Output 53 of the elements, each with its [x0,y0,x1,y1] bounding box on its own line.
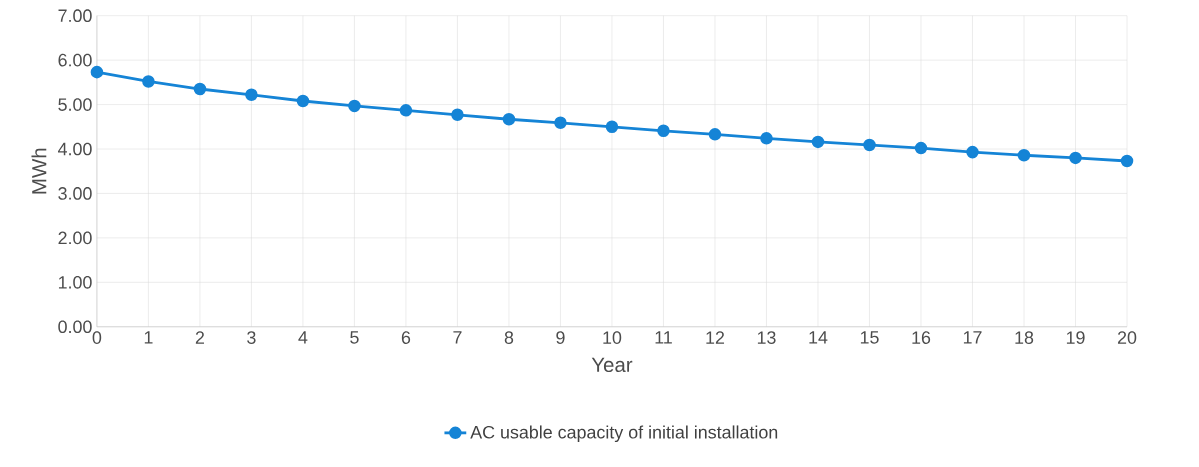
x-tick-label: 9 [556,331,565,344]
point [348,99,361,113]
y-tick-label: 5.00 [58,98,92,111]
y-tick-label: 6.00 [58,53,92,67]
x-tick-label: 12 [706,331,725,344]
point [296,94,310,108]
x-axis-title: Year [591,357,633,373]
point [554,116,567,130]
x-tick-label: 15 [860,331,879,344]
y-axis-title: MWh [31,148,47,194]
point [708,128,722,141]
point [1120,154,1134,168]
point [142,75,155,88]
point [863,138,876,152]
x-tick-label: 0 [92,331,102,344]
y-tick-label: 3.00 [58,187,92,200]
x-tick-label: 6 [401,331,411,344]
point [760,132,773,145]
point [90,65,104,79]
x-tick-label: 13 [757,331,776,344]
x-tick-label: 20 [1117,331,1137,344]
point [502,112,516,126]
point [451,108,464,122]
x-tick-label: 16 [912,331,931,344]
x-tick-label: 11 [655,331,672,344]
point [914,141,928,155]
x-tick-label: 14 [809,331,828,344]
x-tick-label: 2 [195,331,205,344]
point [657,124,670,138]
x-tick-label: 18 [1015,331,1034,344]
x-tick-label: 10 [603,331,622,344]
point [193,82,207,96]
point [1069,151,1082,165]
y-tick-label: 0.00 [58,320,92,334]
x-tick-label: 3 [247,331,256,344]
point [1017,148,1031,162]
y-tick-label: 4.00 [58,142,92,156]
legend-label: AC usable capacity of initial installation [470,425,778,443]
x-tick-label: 19 [1066,331,1085,344]
x-tick-label: 4 [298,331,308,344]
x-tick-label: 8 [504,331,514,344]
point [399,104,413,117]
x-tick-label: 1 [144,331,153,344]
y-tick-label: 1.00 [58,275,92,289]
point [605,120,619,134]
x-tick-label: 7 [453,331,462,344]
y-tick-label: 2.00 [58,231,92,245]
x-tick-label: 17 [963,331,982,344]
point [966,145,979,159]
point [811,135,825,149]
x-tick-label: 5 [350,331,359,344]
point [245,88,258,102]
y-tick-label: 7.00 [58,9,92,23]
